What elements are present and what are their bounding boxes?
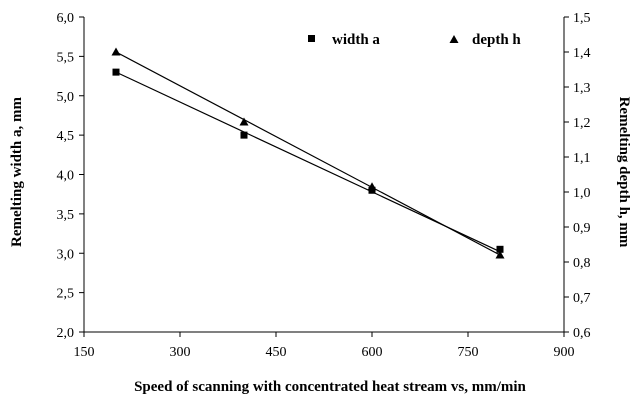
left-y-tick-label: 2,5 xyxy=(57,287,75,302)
depth-data-point xyxy=(367,182,377,191)
left-y-tick-label: 5,0 xyxy=(57,90,75,105)
legend-item-depth: depth h xyxy=(449,32,521,48)
x-tick-label: 900 xyxy=(554,345,575,360)
right-y-tick-label: 0,9 xyxy=(573,221,591,236)
data-points xyxy=(111,47,505,259)
left-y-tick-label: 2,0 xyxy=(57,326,75,341)
legend-item-width: width a xyxy=(308,32,380,48)
legend-label-depth: depth h xyxy=(472,32,521,48)
axes xyxy=(83,17,565,333)
left-y-tick-label: 3,0 xyxy=(57,247,75,262)
right-y-tick-label: 0,6 xyxy=(573,326,591,341)
depth-data-point xyxy=(111,47,121,56)
right-y-tick-label: 0,7 xyxy=(573,291,591,306)
left-y-tick-label: 5,5 xyxy=(57,50,75,65)
right-y-tick-label: 1,3 xyxy=(573,81,591,96)
x-tick-label: 450 xyxy=(266,345,287,360)
right-y-tick-label: 0,8 xyxy=(573,256,591,271)
left-y-tick-label: 3,5 xyxy=(57,208,75,223)
x-tick-label: 150 xyxy=(74,345,95,360)
right-y-axis-title: Remelting depth h, mm xyxy=(616,97,630,248)
width-data-point xyxy=(496,245,504,253)
x-tick-label: 300 xyxy=(170,345,191,360)
depth-data-point xyxy=(239,117,249,126)
legend-square-marker xyxy=(308,35,315,42)
left-y-tick-label: 4,5 xyxy=(57,129,75,144)
depth-data-point xyxy=(495,250,505,259)
legend: width a depth h xyxy=(308,32,521,48)
x-tick-label: 750 xyxy=(458,345,479,360)
legend-triangle-marker xyxy=(449,35,459,43)
x-axis-title: Speed of scanning with concentrated heat… xyxy=(134,379,526,395)
legend-label-width: width a xyxy=(332,32,380,48)
width-data-point xyxy=(240,131,248,139)
right-y-tick-label: 1,0 xyxy=(573,186,591,201)
right-y-axis-ticks: 0,6 0,7 0,8 0,9 1,0 1,1 1,2 1,3 1,4 1,5 xyxy=(564,11,591,341)
left-y-tick-label: 4,0 xyxy=(57,169,75,184)
right-y-tick-label: 1,5 xyxy=(573,11,591,26)
left-y-axis-title: Remelting width a, mm xyxy=(9,97,25,247)
x-tick-label: 600 xyxy=(362,345,383,360)
right-y-tick-label: 1,4 xyxy=(573,46,591,61)
x-axis-ticks: 150 300 450 600 750 900 xyxy=(74,332,575,360)
trendline-depth xyxy=(115,51,501,256)
width-data-point xyxy=(112,68,120,76)
right-y-tick-label: 1,2 xyxy=(573,116,591,131)
right-y-tick-label: 1,1 xyxy=(573,151,591,166)
trendlines xyxy=(115,51,501,256)
left-y-axis-ticks: 2,0 2,5 3,0 3,5 4,0 4,5 5,0 5,5 6,0 xyxy=(57,11,84,341)
left-y-tick-label: 6,0 xyxy=(57,11,75,26)
